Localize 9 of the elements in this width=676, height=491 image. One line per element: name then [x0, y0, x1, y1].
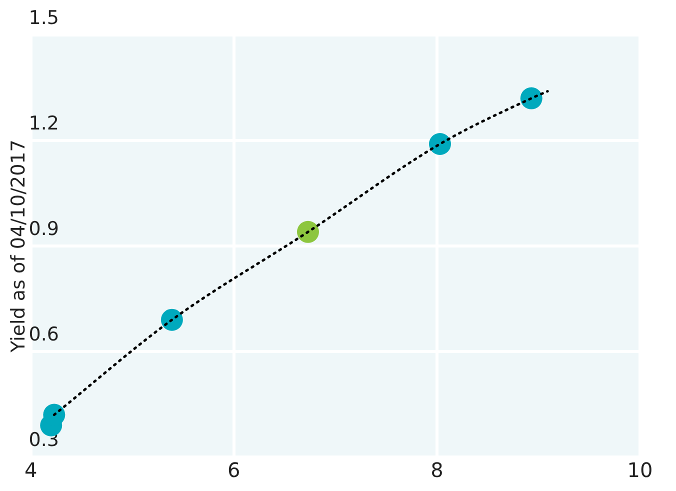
x-tick-label: 6: [228, 458, 240, 482]
y-tick-label: 1.2: [28, 112, 60, 134]
y-tick-label: 0.6: [28, 323, 60, 346]
x-tick-label: 10: [627, 458, 653, 482]
y-tick-label: 0.9: [28, 218, 60, 240]
y-tick-label: 1.5: [28, 6, 60, 29]
y-axis-title: Yield as of 04/10/2017: [7, 140, 30, 354]
x-tick-label: 8: [430, 458, 444, 482]
x-tick-label: 4: [24, 458, 38, 482]
